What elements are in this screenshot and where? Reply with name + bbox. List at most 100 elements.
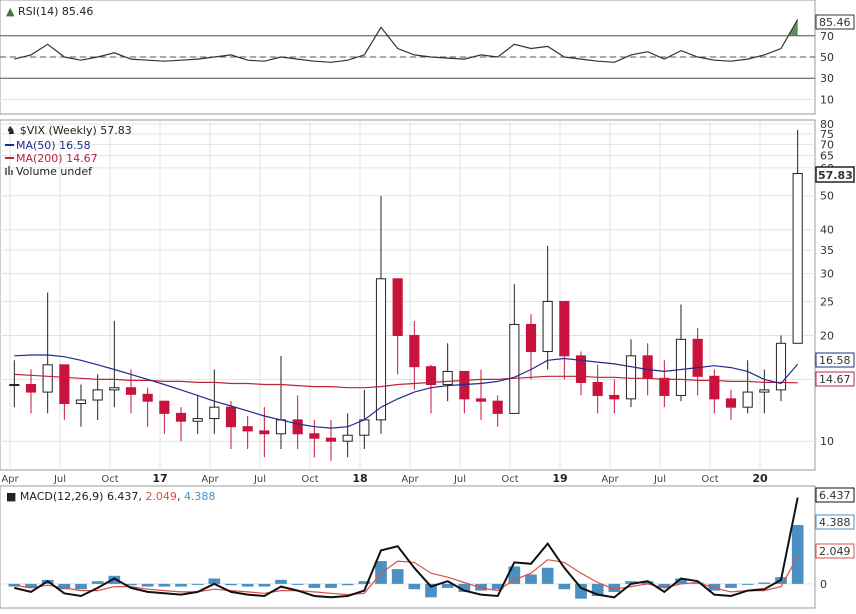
macd-signal-line <box>14 556 799 596</box>
candle-body <box>525 323 537 353</box>
candle-body <box>625 355 637 400</box>
x-tick-label: Apr <box>201 474 219 485</box>
macd-histogram-bar <box>258 583 271 587</box>
ma200-line <box>14 373 798 389</box>
macd-histogram-bar <box>675 578 687 584</box>
macd-histogram-bar <box>641 581 654 584</box>
macd-histogram-bar <box>508 566 521 584</box>
signal-value-tag: 2.049 <box>815 543 855 559</box>
macd-histogram-bar <box>341 583 354 586</box>
x-tick-label: Jul <box>653 474 666 485</box>
candle-body <box>692 338 703 377</box>
macd-title: ■ MACD(12,26,9) 6.437, 2.049, 4.388 <box>6 490 215 503</box>
macd-histogram-bar <box>475 583 487 591</box>
candle-body <box>509 323 520 414</box>
macd-line <box>14 497 799 599</box>
candle-body <box>492 400 503 414</box>
candle-body <box>575 355 587 383</box>
price-y-tick: 70 <box>820 138 834 151</box>
macd-histogram-bar <box>658 583 671 588</box>
price-y-tick: 30 <box>820 268 834 281</box>
macd-histogram-bar <box>141 583 154 587</box>
candle-body <box>775 342 787 391</box>
candle-body <box>109 387 120 391</box>
candle-body <box>125 387 137 395</box>
macd-histogram-bar <box>175 583 187 587</box>
candle-body <box>25 384 37 393</box>
candle-body <box>75 399 87 405</box>
price-y-tick: 35 <box>820 244 834 257</box>
svg-text:2.049: 2.049 <box>819 545 851 558</box>
svg-text:4.388: 4.388 <box>819 516 851 529</box>
candle-body <box>375 278 387 421</box>
candle-body <box>359 419 370 436</box>
macd-histogram-bar <box>708 583 721 591</box>
macd-histogram-bar <box>408 583 421 590</box>
macd-histogram-bar <box>275 579 287 584</box>
x-tick-label: Jul <box>53 474 66 485</box>
svg-text:14.67: 14.67 <box>819 373 851 386</box>
x-tick-label: Oct <box>501 474 518 485</box>
price-y-tick: 20 <box>820 329 834 342</box>
macd-histogram-bar <box>525 574 537 584</box>
candle-body <box>192 418 203 422</box>
rsi-y-tick: 30 <box>820 72 834 85</box>
svg-text:85.46: 85.46 <box>819 16 851 29</box>
ma50-legend: MA(50) 16.58 <box>16 139 91 152</box>
candle-body <box>225 406 237 428</box>
candle-body <box>409 334 420 368</box>
x-tick-label: 17 <box>152 472 167 485</box>
candle-body <box>659 377 670 396</box>
candle-body <box>142 393 153 402</box>
price-y-tick: 50 <box>820 190 834 203</box>
macd-histogram-bar <box>608 583 621 592</box>
candle-body <box>425 366 437 386</box>
candle-body <box>609 394 620 400</box>
ma200-value-tag: 14.67 <box>815 371 855 387</box>
candle-body <box>559 300 570 357</box>
price-y-tick: 10 <box>820 435 834 448</box>
macd-histogram-bar <box>575 583 587 599</box>
volume-legend: Volume undef <box>16 165 93 178</box>
x-tick-label: 19 <box>552 472 567 485</box>
x-tick-label: Apr <box>1 474 19 485</box>
candle-body <box>325 437 337 442</box>
macd-panel: 0 ■ MACD(12,26,9) 6.437, 2.049, 4.388 6.… <box>0 485 855 609</box>
candle-body <box>642 355 653 379</box>
candle-body <box>442 370 453 386</box>
candle-body <box>309 433 320 439</box>
macd-y-tick: 0 <box>820 578 827 591</box>
rsi-line <box>14 19 799 63</box>
candle-body <box>475 398 487 402</box>
macd-histogram-bar <box>758 582 771 584</box>
price-y-tick: 75 <box>820 128 834 141</box>
x-tick-label: Apr <box>601 474 619 485</box>
candle-body <box>59 364 70 405</box>
rsi-y-tick: 70 <box>820 30 834 43</box>
macd-histogram-bar <box>158 583 171 587</box>
macd-histogram-bar <box>458 583 471 592</box>
macd-histogram-bar <box>791 525 804 584</box>
macd-histogram-bar <box>91 581 104 584</box>
rsi-panel: 10 30 50 70 ▲ RSI(14) 85.46 85.46 <box>0 0 855 115</box>
candle-body <box>542 300 553 353</box>
histogram-value-tag: 4.388 <box>815 514 855 530</box>
macd-histogram-bar <box>491 583 504 590</box>
x-tick-label: Apr <box>401 474 419 485</box>
candle-body <box>759 389 770 393</box>
price-y-tick: 65 <box>820 150 834 163</box>
candle-body <box>392 278 403 336</box>
candle-body <box>175 412 187 422</box>
price-title: ♞ $VIX (Weekly) 57.83 <box>6 124 132 137</box>
x-tick-label: 20 <box>752 472 768 485</box>
macd-histogram-bar <box>191 583 204 585</box>
ma50-line <box>14 354 799 429</box>
price-y-tick: 80 <box>820 118 834 131</box>
candle-body <box>275 419 287 435</box>
rsi-y-tick: 50 <box>820 51 834 64</box>
macd-histogram-bar <box>308 583 321 588</box>
macd-histogram-bar <box>691 582 704 584</box>
candle-body <box>792 173 803 344</box>
macd-histogram-bar <box>725 583 737 588</box>
price-y-tick: 25 <box>820 295 834 308</box>
